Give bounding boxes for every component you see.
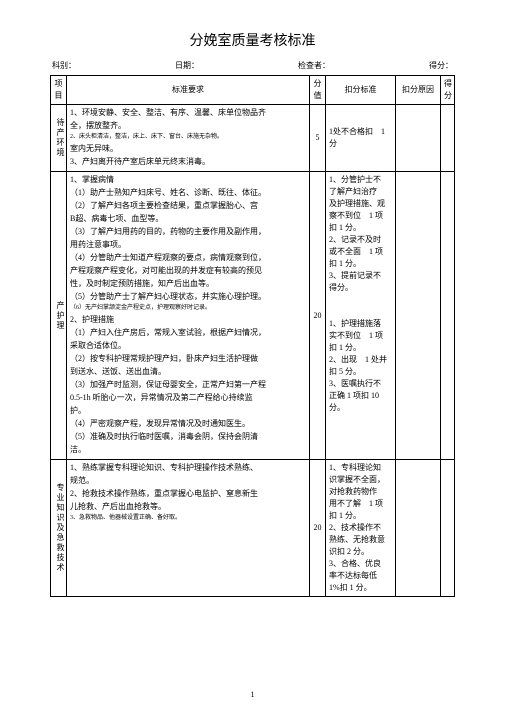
row2-final	[441, 460, 455, 597]
row2-reason	[396, 460, 441, 597]
row1-score: 20	[310, 172, 326, 460]
row1-final	[441, 172, 455, 460]
th-final: 得分	[441, 76, 455, 105]
row1-reason	[396, 172, 441, 460]
row1-standard-content: 1、掌握病情（1）助产士熟知产妇床号、姓名、诊断、既往、体征。（2）了解产妇各项…	[70, 174, 306, 456]
date-label: 日期：	[175, 60, 199, 71]
document-title: 分娩室质量考核标准	[50, 30, 455, 50]
row0-deduct: 1处不合格扣 1分	[326, 105, 396, 172]
inspector-label: 检查者：	[298, 60, 330, 71]
row1-item: 产护理	[51, 172, 67, 460]
row0-score: 5	[310, 105, 326, 172]
row2-standard: 1、熟练掌握专科理论知识、专科护理操作技术熟练、规范。2、抢救技术操作熟练，重点…	[67, 460, 310, 597]
row1-standard: 1、掌握病情（1）助产士熟知产妇床号、姓名、诊断、既往、体征。（2）了解产妇各项…	[67, 172, 310, 460]
table-row: 专业知识及急救技术 1、熟练掌握专科理论知识、专科护理操作技术熟练、规范。2、抢…	[51, 460, 455, 597]
table-row: 产护理 1、掌握病情（1）助产士熟知产妇床号、姓名、诊断、既往、体征。（2）了解…	[51, 172, 455, 460]
row0-reason	[396, 105, 441, 172]
row0-item: 待产环境	[51, 105, 67, 172]
row2-item: 专业知识及急救技术	[51, 460, 67, 597]
dept-label: 科别：	[52, 60, 76, 71]
score-label: 得分：	[429, 60, 453, 71]
th-score: 分值	[310, 76, 326, 105]
row1-deduct: 1、分管护士不了解产妇治疗及护理措施、观察不到位 1 项扣 1 分。2、记录不及…	[326, 172, 396, 460]
table-row: 待产环境 1、环境安静、安全、整洁、有序、温馨、床单位物品齐全，摆放整齐。2、床…	[51, 105, 455, 172]
th-deduct-std: 扣分标准	[326, 76, 396, 105]
assessment-table: 项目 标准要求 分值 扣分标准 扣分原因 得分 待产环境 1、环境安静、安全、整…	[50, 75, 455, 597]
row2-standard-content: 1、熟练掌握专科理论知识、专科护理操作技术熟练、规范。2、抢救技术操作熟练，重点…	[70, 462, 306, 523]
row0-final	[441, 105, 455, 172]
th-item: 项目	[51, 76, 67, 105]
th-standard: 标准要求	[67, 76, 310, 105]
header-fields: 科别： 日期： 检查者： 得分：	[50, 60, 455, 71]
row0-standard: 1、环境安静、安全、整洁、有序、温馨、床单位物品齐全，摆放整齐。2、床头柜清洁，…	[67, 105, 310, 172]
table-header-row: 项目 标准要求 分值 扣分标准 扣分原因 得分	[51, 76, 455, 105]
th-deduct-reason: 扣分原因	[396, 76, 441, 105]
row0-standard-content: 1、环境安静、安全、整洁、有序、温馨、床单位物品齐全，摆放整齐。2、床头柜清洁，…	[70, 107, 306, 168]
row2-score: 20	[310, 460, 326, 597]
page-number: 1	[251, 690, 255, 699]
row2-deduct: 1、专科理论知识掌握不全面，对抢救药物作用不了解 1 项扣 1 分。2、技术操作…	[326, 460, 396, 597]
